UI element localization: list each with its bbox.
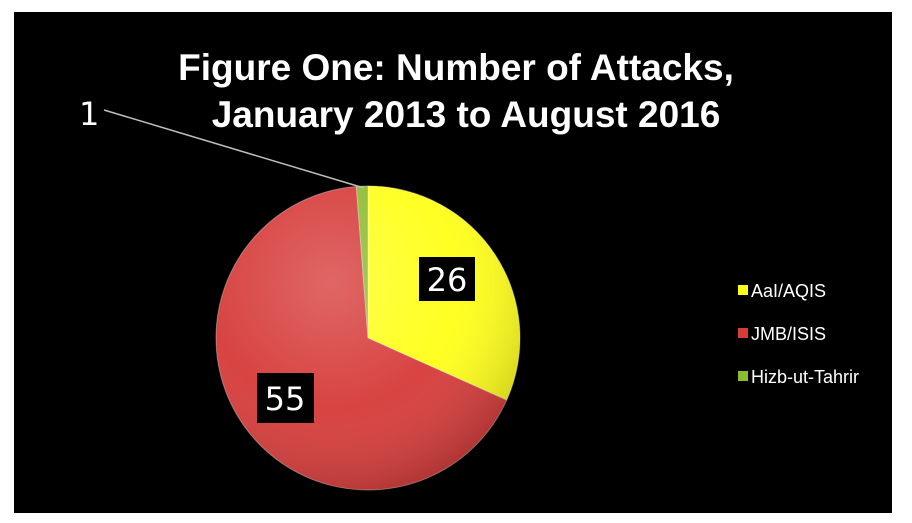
legend-swatch-aqis <box>738 285 748 295</box>
data-label-jmb-box: 55 <box>257 373 314 423</box>
leader-line-hizb <box>103 109 365 189</box>
data-label-jmb: 55 <box>265 380 306 418</box>
data-label-aqis-box: 26 <box>419 257 475 301</box>
legend: AaI/AQIS JMB/ISIS Hizb-ut-Tahrir <box>738 281 859 387</box>
legend-label-hizb: Hizb-ut-Tahrir <box>751 367 859 387</box>
chart-title-line-1: Figure One: Number of Attacks, <box>178 47 734 88</box>
chart-title-line-2: January 2013 to August 2016 <box>212 94 721 135</box>
legend-label-jmb: JMB/ISIS <box>751 324 826 344</box>
data-label-hizb: 1 <box>79 95 99 133</box>
data-label-aqis: 26 <box>427 261 468 299</box>
legend-swatch-hizb <box>738 371 748 381</box>
legend-label-aqis: AaI/AQIS <box>751 281 826 301</box>
pie-slices <box>215 185 521 491</box>
legend-swatch-jmb <box>738 328 748 338</box>
